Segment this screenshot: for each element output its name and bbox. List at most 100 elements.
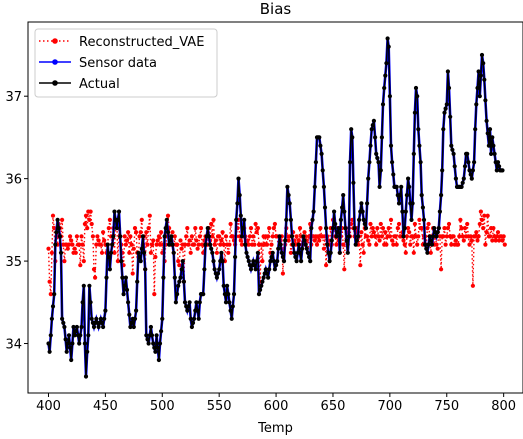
point-actual	[222, 292, 227, 297]
point-actual	[359, 201, 364, 206]
point-actual	[410, 201, 415, 206]
point-reconstructed-vae	[403, 250, 408, 255]
point-actual	[431, 234, 436, 239]
x-tick-label: 700	[377, 399, 402, 414]
point-reconstructed-vae	[302, 230, 307, 235]
point-reconstructed-vae	[154, 242, 159, 247]
point-actual	[146, 341, 151, 346]
point-reconstructed-vae	[465, 221, 470, 227]
legend-box	[34, 28, 218, 98]
point-actual	[500, 168, 505, 173]
point-reconstructed-vae	[502, 242, 507, 247]
point-actual	[477, 94, 482, 99]
point-actual	[384, 61, 389, 66]
point-reconstructed-vae	[213, 238, 218, 243]
point-reconstructed-vae	[137, 234, 142, 239]
point-actual	[497, 164, 502, 169]
point-actual	[437, 209, 442, 214]
point-actual	[383, 73, 388, 78]
point-actual	[416, 127, 421, 132]
point-actual	[293, 254, 298, 260]
point-actual	[77, 341, 82, 346]
point-actual	[175, 292, 180, 297]
point-actual	[432, 226, 437, 231]
point-actual	[428, 238, 433, 243]
point-actual	[305, 250, 310, 255]
point-actual	[274, 263, 279, 268]
point-actual	[409, 217, 414, 222]
point-reconstructed-vae	[193, 226, 198, 231]
point-actual	[55, 217, 60, 222]
point-actual	[49, 316, 55, 321]
point-actual	[370, 123, 375, 128]
point-actual	[276, 246, 281, 251]
point-actual	[245, 254, 250, 260]
point-actual	[212, 267, 217, 272]
point-actual	[401, 234, 406, 239]
point-actual	[494, 168, 499, 173]
point-actual	[176, 283, 181, 288]
point-reconstructed-vae	[314, 242, 320, 247]
point-actual	[80, 300, 85, 305]
point-reconstructed-vae	[374, 242, 379, 247]
point-actual	[482, 77, 487, 82]
point-actual	[268, 259, 273, 264]
point-actual	[448, 114, 453, 119]
point-actual	[124, 287, 130, 292]
point-actual	[138, 259, 143, 264]
point-reconstructed-vae	[99, 250, 105, 255]
point-actual	[346, 234, 351, 239]
point-actual	[490, 135, 495, 140]
point-actual	[418, 160, 423, 165]
point-reconstructed-vae	[198, 226, 204, 231]
point-reconstructed-vae	[334, 242, 339, 247]
point-reconstructed-vae	[451, 234, 456, 239]
point-actual	[353, 242, 358, 247]
point-reconstructed-vae	[127, 250, 132, 255]
legend-label-actual: Actual	[79, 77, 120, 92]
point-actual	[99, 320, 105, 325]
point-actual	[137, 254, 142, 260]
point-actual	[373, 135, 378, 140]
point-actual	[194, 300, 199, 305]
x-tick-label: 400	[36, 399, 61, 414]
point-actual	[253, 267, 258, 272]
point-actual	[272, 267, 277, 272]
point-reconstructed-vae	[52, 226, 57, 231]
point-actual	[354, 238, 359, 243]
point-actual	[69, 357, 74, 363]
point-actual	[185, 308, 190, 313]
point-actual	[131, 324, 136, 330]
point-reconstructed-vae	[321, 246, 326, 251]
point-actual	[252, 263, 257, 268]
point-actual	[121, 292, 126, 297]
point-reconstructed-vae	[48, 292, 53, 297]
point-reconstructed-vae	[416, 234, 421, 239]
point-reconstructed-vae	[126, 230, 131, 235]
point-reconstructed-vae	[184, 234, 189, 239]
point-actual	[153, 349, 158, 354]
point-actual	[104, 275, 109, 280]
point-reconstructed-vae	[151, 238, 156, 243]
point-actual	[486, 143, 491, 148]
point-actual	[190, 320, 196, 325]
point-actual	[319, 151, 324, 156]
point-reconstructed-vae	[153, 254, 158, 260]
point-reconstructed-vae	[187, 238, 192, 243]
point-reconstructed-vae	[77, 242, 82, 247]
point-actual	[154, 333, 159, 338]
point-reconstructed-vae	[435, 246, 440, 251]
point-reconstructed-vae	[415, 242, 420, 247]
point-reconstructed-vae	[434, 242, 439, 247]
point-reconstructed-vae	[68, 234, 73, 239]
point-actual	[467, 168, 472, 173]
point-reconstructed-vae	[65, 246, 70, 251]
point-actual	[313, 160, 318, 165]
point-actual	[225, 283, 230, 288]
point-actual	[182, 300, 188, 305]
point-actual	[318, 143, 323, 148]
point-actual	[378, 168, 383, 173]
point-reconstructed-vae	[94, 242, 99, 247]
point-reconstructed-vae	[211, 217, 216, 222]
point-actual	[435, 230, 440, 235]
